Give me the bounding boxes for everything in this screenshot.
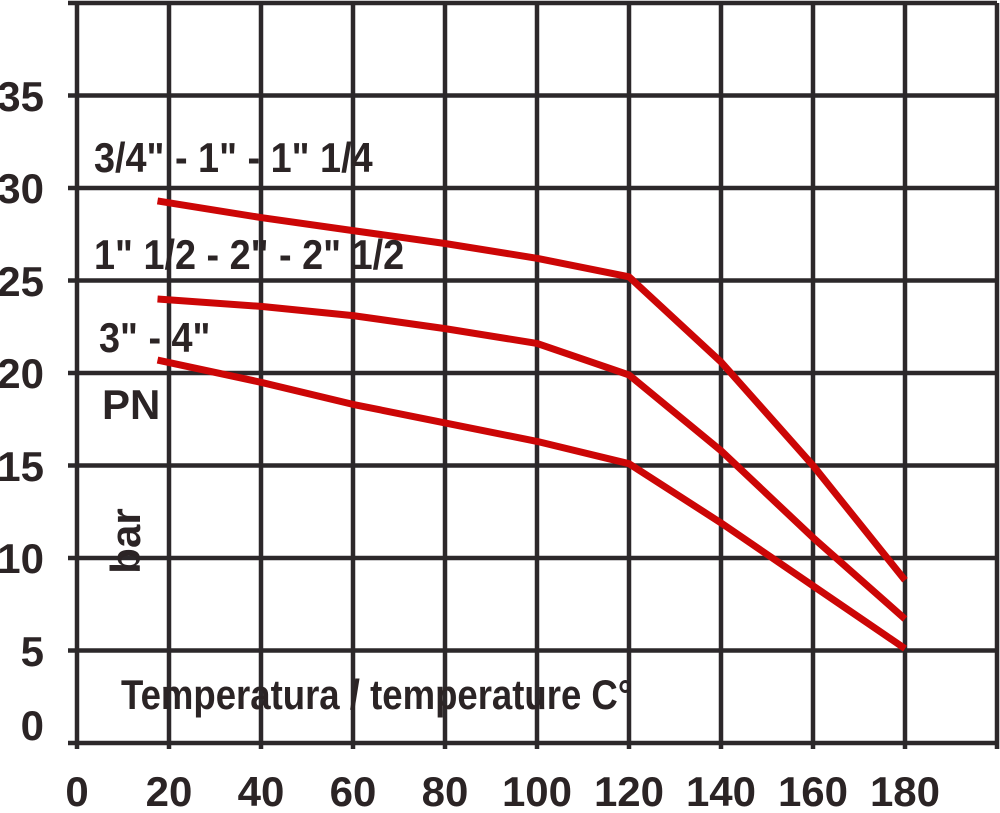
x-tick-label: 80 <box>422 768 469 813</box>
y-tick-label: 0 <box>21 702 44 749</box>
y-tick-label: 35 <box>0 73 44 120</box>
x-tick-label: 20 <box>146 768 193 813</box>
pressure-curve-small-sizes <box>156 197 908 583</box>
x-tick-label: 160 <box>778 768 848 813</box>
series-label-medium-sizes: 1" 1/2 - 2" - 2" 1/2 <box>94 231 405 278</box>
x-tick-label: 100 <box>502 768 572 813</box>
x-tick-label: 120 <box>594 768 664 813</box>
series-label-large-sizes: 3" - 4" <box>99 314 211 361</box>
x-tick-label: 40 <box>238 768 285 813</box>
x-axis-title: Temperatura / temperature C° <box>121 671 633 718</box>
y-tick-label: 10 <box>0 535 44 582</box>
y-tick-label: 5 <box>21 628 44 675</box>
y-axis-unit-bar: bar <box>102 508 149 574</box>
y-tick-label: 25 <box>0 258 44 305</box>
pressure-curve-medium-sizes <box>157 295 908 622</box>
x-tick-label: 180 <box>870 768 940 813</box>
y-tick-label: 15 <box>0 443 44 490</box>
y-axis-title-pn: PN <box>102 381 161 428</box>
x-tick-label: 60 <box>330 768 377 813</box>
x-tick-label: 140 <box>686 768 756 813</box>
y-tick-label: 30 <box>0 165 44 212</box>
y-tick-label: 20 <box>0 350 44 397</box>
series-label-small-sizes: 3/4" - 1" - 1" 1/4 <box>94 134 373 181</box>
x-tick-label: 0 <box>65 768 88 813</box>
pressure-curve-large-sizes <box>156 356 907 652</box>
